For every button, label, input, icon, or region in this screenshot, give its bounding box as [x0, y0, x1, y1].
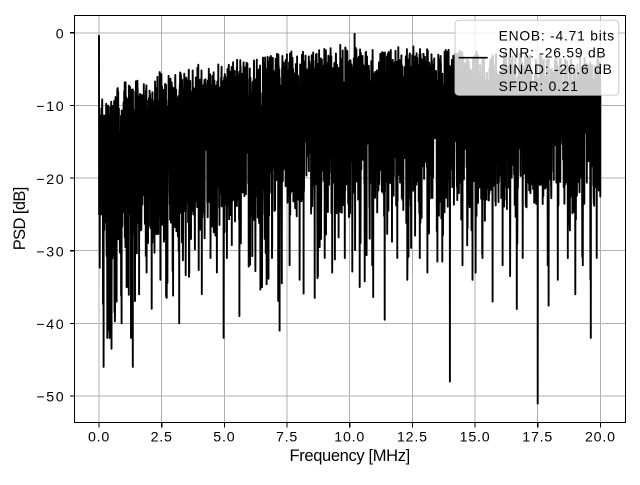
- svg-text:−10: −10: [36, 99, 65, 115]
- svg-text:17.5: 17.5: [522, 430, 553, 446]
- svg-text:7.5: 7.5: [276, 430, 298, 446]
- svg-text:SFDR: 0.21: SFDR: 0.21: [499, 79, 579, 94]
- svg-text:−50: −50: [36, 390, 65, 406]
- svg-text:−20: −20: [36, 172, 65, 188]
- svg-text:−40: −40: [36, 317, 65, 333]
- svg-text:SNR: -26.59 dB: SNR: -26.59 dB: [499, 45, 607, 60]
- svg-text:−30: −30: [36, 244, 65, 260]
- svg-text:0: 0: [56, 26, 66, 42]
- svg-text:20.0: 20.0: [585, 430, 616, 446]
- svg-text:0.0: 0.0: [88, 430, 110, 446]
- svg-text:2.5: 2.5: [151, 430, 173, 446]
- svg-text:ENOB: -4.71 bits: ENOB: -4.71 bits: [499, 28, 615, 43]
- svg-text:10.0: 10.0: [334, 430, 365, 446]
- svg-text:Frequency [MHz]: Frequency [MHz]: [290, 447, 410, 465]
- svg-text:15.0: 15.0: [460, 430, 491, 446]
- svg-text:12.5: 12.5: [397, 430, 428, 446]
- svg-text:SINAD: -26.6 dB: SINAD: -26.6 dB: [499, 62, 613, 77]
- svg-text:5.0: 5.0: [213, 430, 235, 446]
- svg-text:PSD [dB]: PSD [dB]: [11, 187, 29, 250]
